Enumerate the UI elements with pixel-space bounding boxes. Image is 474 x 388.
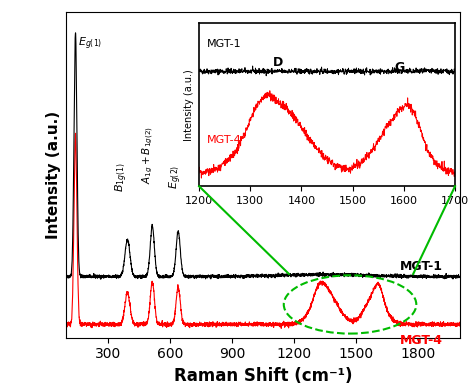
Text: $B_{1g(1)}$: $B_{1g(1)}$ [114,162,130,192]
Text: MGT-1: MGT-1 [207,39,241,49]
Text: $E_{g(2)}$: $E_{g(2)}$ [167,165,184,189]
X-axis label: Raman Shift (cm⁻¹): Raman Shift (cm⁻¹) [174,367,352,385]
Y-axis label: Intensity (a.u.): Intensity (a.u.) [46,111,61,239]
Text: D: D [273,56,283,69]
Y-axis label: Intensity (a.u.): Intensity (a.u.) [183,69,193,140]
Text: MGT-4: MGT-4 [400,334,443,346]
Text: MGT-4: MGT-4 [207,135,242,146]
Text: $A_{1g}+B_{1g(2)}$: $A_{1g}+B_{1g(2)}$ [140,126,156,184]
Text: G: G [395,61,405,74]
Text: MGT-1: MGT-1 [400,260,443,273]
Text: $E_{g(1)}$: $E_{g(1)}$ [78,35,102,52]
